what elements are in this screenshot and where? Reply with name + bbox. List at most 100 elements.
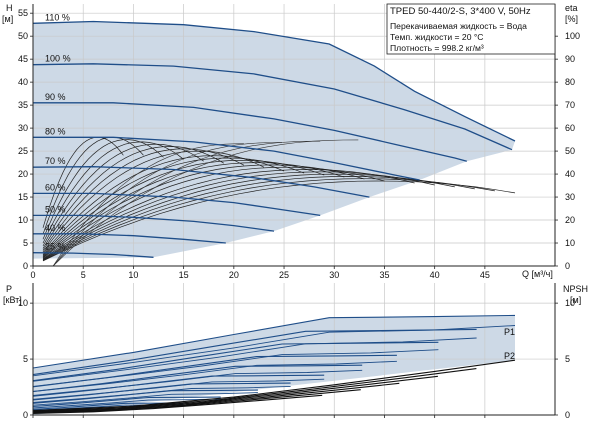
power-curve-p1	[32, 374, 325, 397]
x-tick-label: 45	[480, 270, 490, 280]
y-tick-label: 10	[18, 298, 28, 308]
efficiency-curve	[52, 143, 244, 267]
head-axes: 0510152025303540455055010203040506070809…	[18, 4, 580, 280]
speed-curve-label: 60 %	[45, 182, 66, 192]
power-curve-p1	[32, 364, 363, 393]
speed-curve-label: 70 %	[45, 156, 66, 166]
efficiency-curve	[42, 141, 184, 244]
y2-tick-label: 5	[565, 354, 570, 364]
speed-curve-label: 100 %	[45, 54, 71, 64]
x-tick-label: 35	[379, 270, 389, 280]
y-tick-label: 10	[18, 215, 28, 225]
power-curve-p2	[32, 337, 477, 382]
speed-curve-label: 90 %	[45, 92, 66, 102]
efficiency-curve	[52, 140, 321, 267]
efficiency-curve	[42, 136, 124, 228]
y-tick-label: 25	[18, 146, 28, 156]
speed-curve	[33, 136, 420, 181]
efficiency-curve	[42, 136, 144, 235]
y-tick-label: 30	[18, 123, 28, 133]
y-tick-label: 35	[18, 100, 28, 110]
efficiency-curve	[42, 166, 385, 259]
speed-curve-label: 110 %	[45, 12, 70, 22]
power-axes: 0 5 10 0 5 10	[18, 283, 575, 420]
y2-axis-label-npsh: NPSH	[563, 284, 588, 294]
y2-tick-label: 50	[565, 146, 575, 156]
y-tick-label: 15	[18, 192, 28, 202]
power-curve-p1	[32, 382, 291, 401]
info-line-pump: TPED 50-440/2-S, 3*400 V, 50Hz	[390, 6, 531, 17]
speed-labels: 110 % 100 % 90 % 80 % 70 % 60 % 50 % 40 % 25 %	[45, 12, 71, 251]
efficiency-curve	[52, 139, 359, 267]
power-curve-p1	[32, 328, 477, 376]
y2-tick-label: 0	[565, 410, 570, 420]
x-axis-label-q: Q [м³/ч]	[522, 269, 553, 279]
efficiency-curve	[52, 142, 283, 267]
info-box: TPED 50-440/2-S, 3*400 V, 50Hz Перекачив…	[386, 3, 556, 55]
npsh-curve	[32, 375, 438, 413]
npsh-curve	[32, 382, 400, 413]
efficiency-curve	[42, 146, 224, 249]
power-curve-p1	[32, 389, 258, 404]
y2-axis-unit-eta: [%]	[565, 14, 578, 24]
efficiency-curve	[42, 139, 164, 240]
operating-area-fill	[33, 21, 515, 259]
speed-curve-label: 25 %	[45, 242, 66, 252]
power-curve-p1	[32, 314, 516, 369]
y2-tick-label: 10	[565, 238, 575, 248]
series-label-p1: P1	[504, 327, 515, 337]
power-curve-panel: 0 5 10 0 5 10 P [кВт] NPSH [м] P1 P2	[3, 283, 588, 420]
head-curve-panel: 110 % 100 % 90 % 80 % 70 % 60 % 50 % 40 % 25 % 0…	[2, 3, 580, 280]
efficiency-curve	[42, 180, 516, 262]
y-tick-label: 5	[23, 238, 28, 248]
speed-curve	[32, 20, 516, 142]
x-tick-label: 0	[30, 270, 35, 280]
y-axis-unit-h: [м]	[2, 14, 13, 24]
info-line-liquid: Перекачиваемая жидкость = Вода	[390, 21, 527, 31]
y2-tick-label: 60	[565, 123, 575, 133]
speed-curve-label: 80 %	[45, 126, 66, 136]
y-tick-label: 45	[18, 54, 28, 64]
x-tick-label: 5	[81, 270, 86, 280]
x-tick-label: 40	[430, 270, 440, 280]
y2-tick-label: 100	[565, 31, 580, 41]
y2-axis-label-eta: eta	[565, 3, 578, 13]
operating-area	[33, 21, 515, 259]
efficiency-curve	[42, 159, 325, 256]
y2-tick-label: 70	[565, 100, 575, 110]
efficiency-curve	[42, 171, 435, 260]
y-tick-label: 20	[18, 169, 28, 179]
y2-tick-label: 30	[565, 192, 575, 202]
y-tick-label: 5	[23, 354, 28, 364]
npsh-curve	[32, 394, 323, 414]
speed-curve	[33, 214, 275, 232]
power-curve-p2	[32, 392, 258, 406]
npsh-curve	[32, 389, 361, 414]
y2-tick-label: 40	[565, 169, 575, 179]
power-curve-p1	[32, 354, 397, 388]
y-tick-label: 0	[23, 410, 28, 420]
x-tick-label: 10	[128, 270, 138, 280]
y-tick-label: 0	[23, 261, 28, 271]
y2-tick-label: 10	[565, 298, 575, 308]
head-speed-curves	[32, 20, 516, 258]
y-tick-label: 40	[18, 77, 28, 87]
y-tick-label: 55	[18, 8, 28, 18]
speed-curve	[33, 102, 467, 162]
x-tick-label: 20	[229, 270, 239, 280]
power-curves	[32, 314, 516, 414]
efficiency-curve	[42, 176, 475, 261]
x-tick-label: 30	[329, 270, 339, 280]
speed-curve-label: 50 %	[45, 204, 66, 214]
y-axis-label-h: H	[6, 3, 13, 13]
speed-curve	[32, 63, 513, 151]
efficiency-curve	[42, 157, 305, 255]
series-label-p2: P2	[504, 351, 515, 361]
x-tick-label: 15	[179, 270, 189, 280]
x-tick-label: 25	[279, 270, 289, 280]
y2-axis-unit-npsh: [м]	[570, 295, 581, 305]
y-tick-label: 50	[18, 31, 28, 41]
speed-curve-label: 40 %	[45, 223, 66, 233]
